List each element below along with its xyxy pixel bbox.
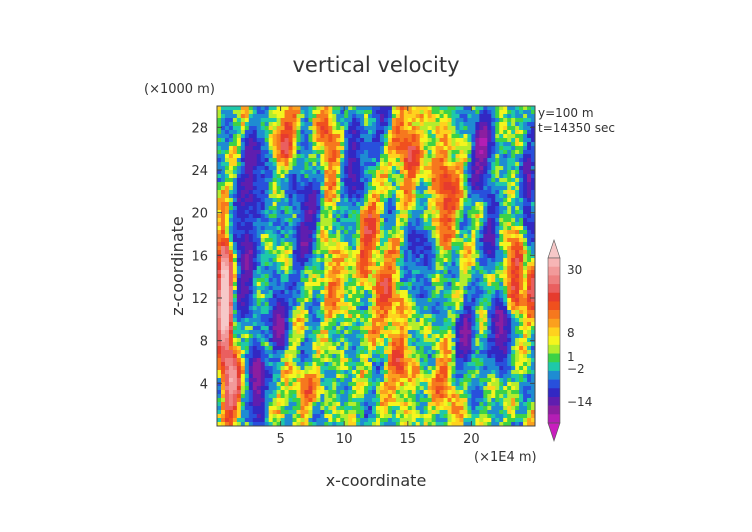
- colorbar-tick-label: −2: [567, 362, 585, 376]
- colorbar-segment: [548, 327, 560, 337]
- colorbar-frame: [547, 257, 561, 424]
- y-tick-label: 4: [200, 377, 208, 392]
- chart-title: vertical velocity: [292, 53, 459, 77]
- colorbar-segment: [548, 370, 560, 380]
- colorbar-segment: [548, 379, 560, 389]
- colorbar-segment: [548, 414, 560, 424]
- colorbar-tick-label: −14: [567, 395, 592, 409]
- y-unit-label: (×1000 m): [144, 82, 215, 97]
- heatmap-field: [217, 106, 536, 427]
- y-axis: 4 8 12 16 20 24 28: [191, 121, 535, 392]
- colorbar-segment: [548, 318, 560, 328]
- colorbar-segment: [548, 344, 560, 354]
- colorbar-segment: [548, 301, 560, 311]
- y-tick-label: 24: [191, 164, 208, 179]
- x-tick-label: 5: [276, 432, 284, 447]
- colorbar-segment: [548, 275, 560, 285]
- x-tick-label: 15: [400, 432, 417, 447]
- colorbar: 30 8 1−2 −14: [547, 239, 592, 442]
- y-tick-label: 28: [191, 121, 208, 136]
- colorbar-segment: [548, 284, 560, 294]
- colorbar-segment: [548, 292, 560, 302]
- colorbar-min-triangle: [547, 422, 561, 442]
- y-tick-label: 16: [191, 249, 208, 264]
- colorbar-segment: [548, 353, 560, 363]
- colorbar-segment: [548, 258, 560, 267]
- colorbar-segment: [548, 266, 560, 276]
- colorbar-segment: [548, 336, 560, 346]
- colorbar-segment: [548, 396, 560, 406]
- info-time: t=14350 sec: [538, 121, 615, 135]
- colorbar-segment: [548, 310, 560, 320]
- x-tick-label: 20: [463, 432, 480, 447]
- colorbar-max-triangle: [547, 239, 561, 259]
- x-unit-label: (×1E4 m): [474, 450, 537, 465]
- colorbar-tick-label: 30: [567, 263, 582, 277]
- y-tick-label: 20: [191, 207, 208, 222]
- colorbar-segment: [548, 405, 560, 415]
- y-tick-label: 12: [191, 292, 208, 307]
- info-y-location: y=100 m: [538, 106, 594, 120]
- y-tick-label: 8: [200, 335, 208, 350]
- colorbar-tick-label: 1: [567, 350, 575, 364]
- x-tick-label: 10: [336, 432, 353, 447]
- x-axis: 5 10 15 20: [276, 106, 480, 447]
- colorbar-segment: [548, 362, 560, 372]
- y-axis-title: z-coordinate: [168, 216, 187, 316]
- x-axis-title: x-coordinate: [326, 471, 427, 490]
- colorbar-tick-label: 8: [567, 326, 575, 340]
- colorbar-segment: [548, 388, 560, 398]
- plot-frame: [216, 105, 536, 427]
